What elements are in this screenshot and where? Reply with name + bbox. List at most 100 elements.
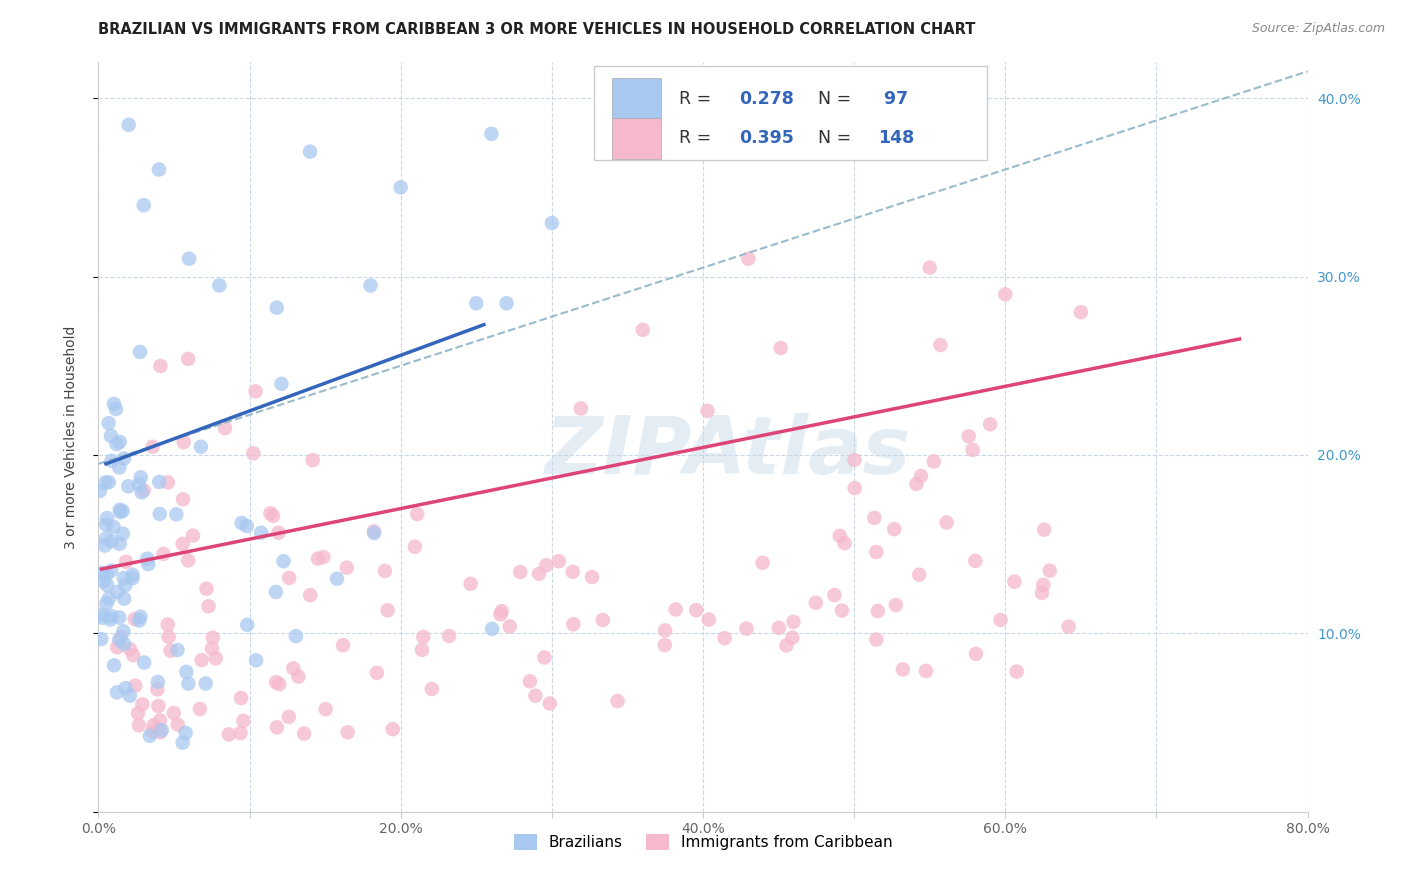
Point xyxy=(1031,586,1053,600)
Point xyxy=(527,566,550,581)
Text: 148: 148 xyxy=(879,129,914,147)
Bar xyxy=(613,118,661,159)
Point xyxy=(782,615,804,629)
Point xyxy=(262,508,284,523)
Point xyxy=(844,453,866,467)
Point xyxy=(96,596,118,610)
Point xyxy=(165,508,187,522)
Point xyxy=(149,725,172,739)
Point xyxy=(177,676,200,690)
Point xyxy=(697,613,720,627)
Point xyxy=(1039,564,1062,578)
Point xyxy=(118,118,141,132)
Point xyxy=(768,621,790,635)
Point xyxy=(922,454,945,468)
Point xyxy=(561,565,583,579)
Point xyxy=(94,517,117,532)
Point xyxy=(336,725,359,739)
Point xyxy=(231,516,253,530)
Point xyxy=(91,607,114,622)
Point xyxy=(115,555,138,569)
Point xyxy=(259,506,281,520)
Point xyxy=(315,702,337,716)
Point xyxy=(201,631,224,645)
Point xyxy=(129,609,152,624)
Point xyxy=(108,537,131,551)
Point xyxy=(112,571,135,585)
Point xyxy=(97,416,120,430)
Point xyxy=(284,629,307,643)
Point xyxy=(883,522,905,536)
Point xyxy=(152,547,174,561)
Point xyxy=(148,162,170,177)
Point xyxy=(908,567,931,582)
Point xyxy=(509,565,531,579)
Point xyxy=(177,553,200,567)
Text: Source: ZipAtlas.com: Source: ZipAtlas.com xyxy=(1251,22,1385,36)
Point xyxy=(105,437,128,451)
Point xyxy=(149,714,172,728)
Point xyxy=(174,665,197,679)
Legend: Brazilians, Immigrants from Caribbean: Brazilians, Immigrants from Caribbean xyxy=(508,829,898,856)
Point xyxy=(111,526,134,541)
Point xyxy=(307,551,329,566)
Point xyxy=(134,656,156,670)
Point xyxy=(460,576,482,591)
Text: ZIPAtlas: ZIPAtlas xyxy=(544,413,910,491)
Point xyxy=(172,537,194,551)
Point xyxy=(957,429,980,443)
Point xyxy=(813,145,835,159)
Text: 0.395: 0.395 xyxy=(740,129,794,147)
Point xyxy=(97,475,120,490)
Point xyxy=(751,556,773,570)
Point xyxy=(696,404,718,418)
Text: R =: R = xyxy=(679,90,717,108)
Point xyxy=(336,560,359,574)
Point xyxy=(128,477,150,491)
Point xyxy=(865,632,887,647)
Point xyxy=(149,507,172,521)
Point xyxy=(606,694,628,708)
Point xyxy=(547,554,569,568)
Point xyxy=(129,470,152,484)
Point xyxy=(148,475,170,489)
Point xyxy=(229,726,252,740)
Point xyxy=(266,301,288,315)
Point xyxy=(197,599,219,614)
Point xyxy=(366,665,388,680)
Point xyxy=(91,566,114,580)
Point xyxy=(979,417,1001,432)
Point xyxy=(250,525,273,540)
Point xyxy=(412,630,434,644)
Point xyxy=(105,685,128,699)
Point xyxy=(918,260,941,275)
Point xyxy=(994,287,1017,301)
Point xyxy=(273,554,295,568)
Point xyxy=(374,564,396,578)
Point xyxy=(1005,665,1028,679)
Text: 97: 97 xyxy=(879,90,908,108)
Point xyxy=(188,702,211,716)
Point xyxy=(245,384,267,399)
Point xyxy=(363,526,385,541)
Point xyxy=(804,596,827,610)
Point xyxy=(1070,305,1092,319)
Point xyxy=(190,653,212,667)
Point xyxy=(411,643,433,657)
Point xyxy=(1033,523,1056,537)
Point xyxy=(127,706,149,721)
Y-axis label: 3 or more Vehicles in Household: 3 or more Vehicles in Household xyxy=(63,326,77,549)
Point xyxy=(481,622,503,636)
Point xyxy=(94,475,117,490)
Point xyxy=(103,520,125,534)
Point xyxy=(910,469,932,483)
Point xyxy=(540,216,562,230)
Point xyxy=(884,598,907,612)
Point xyxy=(299,145,322,159)
Point xyxy=(108,434,131,449)
Point xyxy=(863,511,886,525)
Point xyxy=(962,442,984,457)
Point xyxy=(195,582,218,596)
Point xyxy=(685,603,707,617)
Point xyxy=(121,571,143,585)
